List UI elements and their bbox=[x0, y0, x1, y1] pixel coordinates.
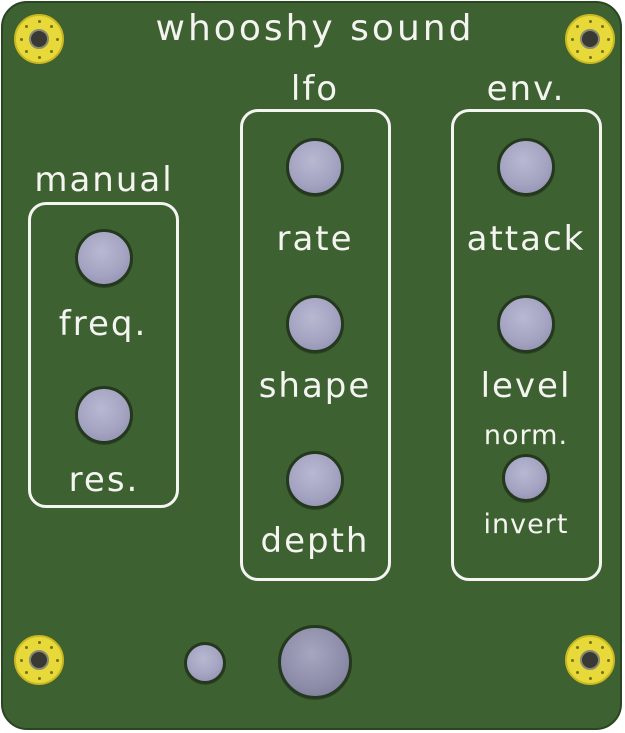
mounting-hole-via bbox=[588, 19, 592, 23]
section-heading-manual: manual bbox=[34, 160, 174, 200]
mounting-hole-top-right bbox=[565, 14, 615, 64]
mounting-hole-via bbox=[19, 37, 23, 41]
mounting-hole-via bbox=[50, 645, 54, 649]
depth-knob[interactable] bbox=[286, 451, 344, 509]
res-knob[interactable] bbox=[75, 386, 133, 444]
mounting-hole-via bbox=[24, 24, 28, 28]
mounting-hole-via bbox=[37, 19, 41, 23]
depth-label: depth bbox=[260, 521, 370, 561]
mounting-hole-bottom-right bbox=[565, 635, 615, 685]
mounting-hole-via bbox=[575, 50, 579, 54]
section-box-env bbox=[451, 109, 602, 581]
rate-label: rate bbox=[276, 219, 354, 259]
mounting-hole-via bbox=[575, 671, 579, 675]
mounting-hole-via bbox=[601, 645, 605, 649]
mounting-hole-via bbox=[588, 55, 592, 59]
mounting-hole-via bbox=[606, 658, 610, 662]
shape-label: shape bbox=[258, 366, 372, 406]
mounting-hole-via bbox=[55, 37, 59, 41]
mounting-hole-via bbox=[37, 676, 41, 680]
mounting-hole-via bbox=[601, 671, 605, 675]
section-box-manual bbox=[28, 202, 179, 508]
mounting-hole-via bbox=[50, 671, 54, 675]
shape-knob[interactable] bbox=[286, 295, 344, 353]
attack-knob[interactable] bbox=[497, 138, 555, 196]
level-knob[interactable] bbox=[497, 295, 555, 353]
mounting-hole-via bbox=[575, 645, 579, 649]
section-heading-lfo: lfo bbox=[290, 69, 340, 109]
rate-knob[interactable] bbox=[286, 138, 344, 196]
freq-knob[interactable] bbox=[75, 229, 133, 287]
mounting-hole-via bbox=[55, 658, 59, 662]
invert-switch[interactable] bbox=[502, 454, 550, 502]
mounting-hole-via bbox=[19, 658, 23, 662]
mounting-hole-top-left bbox=[14, 14, 64, 64]
mounting-hole-via bbox=[50, 50, 54, 54]
section-heading-env: env. bbox=[486, 69, 566, 109]
res-label: res. bbox=[68, 460, 140, 500]
section-box-lfo bbox=[240, 109, 391, 581]
mounting-hole-via bbox=[24, 50, 28, 54]
mounting-hole-via bbox=[37, 55, 41, 59]
small-jack[interactable] bbox=[184, 642, 226, 684]
level-label: level bbox=[480, 366, 572, 406]
mounting-hole-via bbox=[570, 658, 574, 662]
mounting-hole-via bbox=[50, 24, 54, 28]
mounting-hole-via bbox=[588, 640, 592, 644]
mounting-hole-via bbox=[570, 37, 574, 41]
invert-label: invert bbox=[483, 509, 569, 540]
mounting-hole-via bbox=[24, 671, 28, 675]
mounting-hole-via bbox=[575, 24, 579, 28]
norm-label: norm. bbox=[483, 420, 569, 451]
attack-label: attack bbox=[466, 219, 586, 259]
mounting-hole-via bbox=[24, 645, 28, 649]
mounting-hole-via bbox=[601, 50, 605, 54]
large-jack[interactable] bbox=[278, 625, 352, 699]
mounting-hole-via bbox=[588, 676, 592, 680]
mounting-hole-via bbox=[606, 37, 610, 41]
panel-title: whooshy sound bbox=[155, 8, 475, 49]
mounting-hole-via bbox=[601, 24, 605, 28]
freq-label: freq. bbox=[58, 304, 148, 344]
mounting-hole-bottom-left bbox=[14, 635, 64, 685]
mounting-hole-via bbox=[37, 640, 41, 644]
